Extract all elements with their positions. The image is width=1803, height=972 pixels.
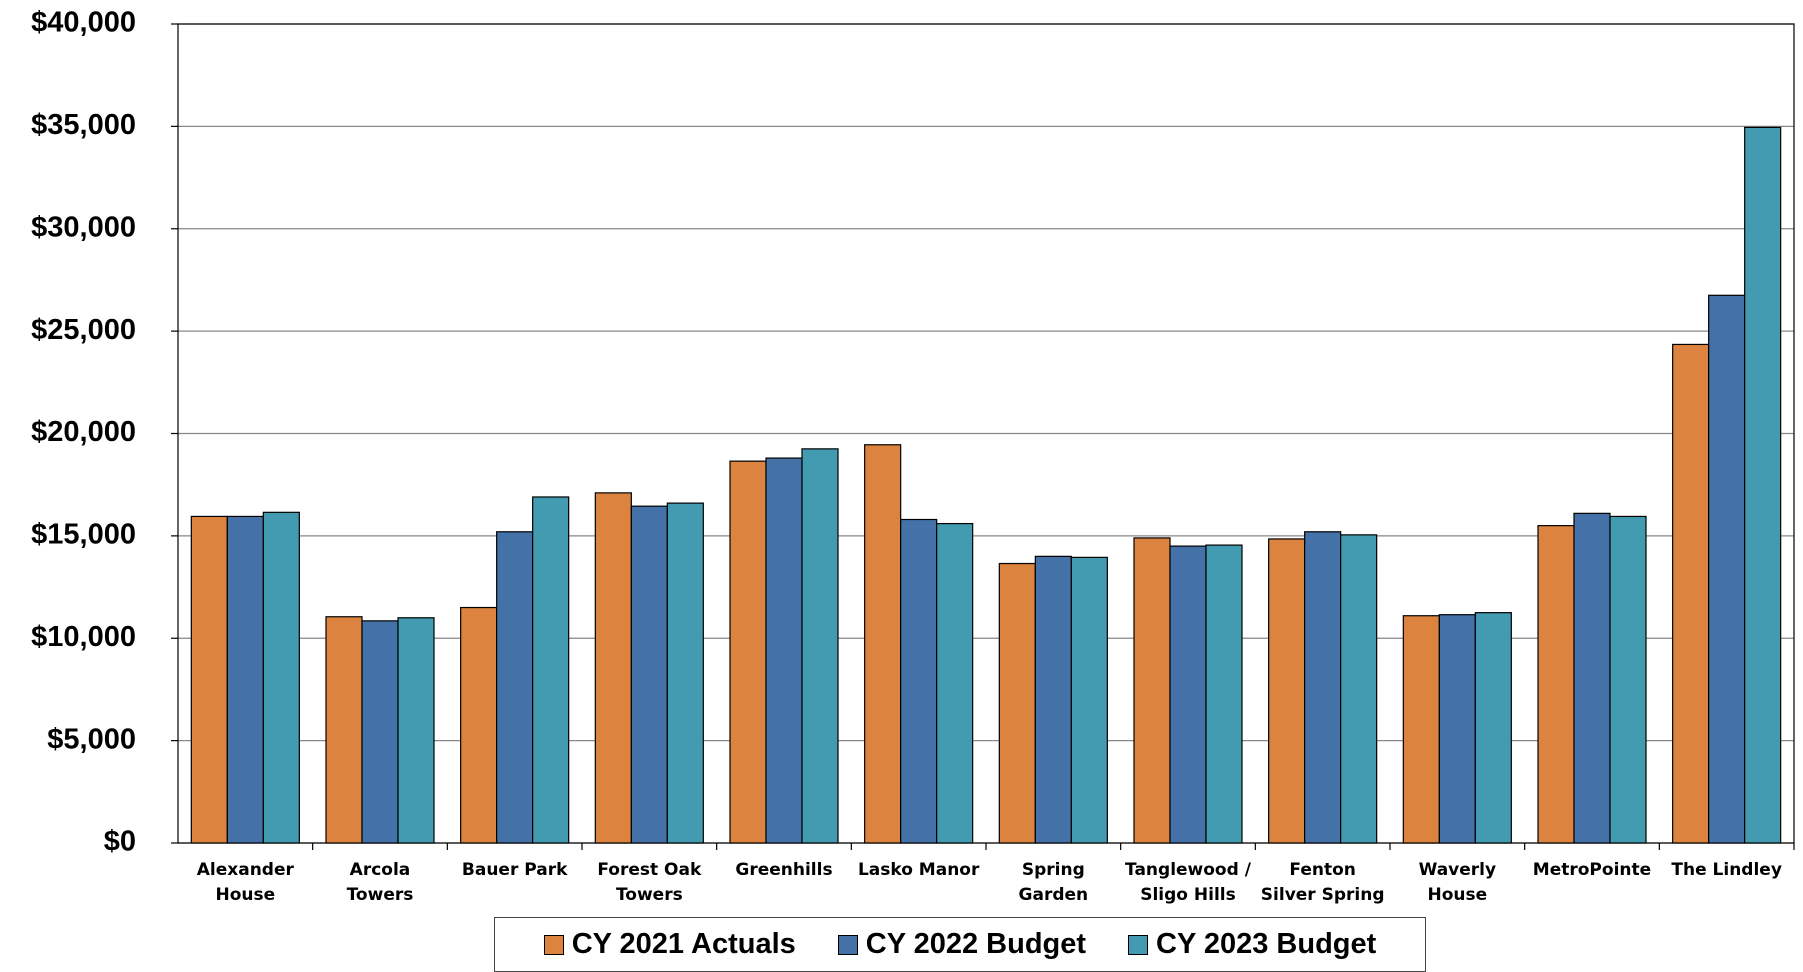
bar <box>1402 615 1440 844</box>
bar <box>1070 556 1108 844</box>
bar <box>532 496 570 844</box>
bar <box>1672 343 1710 844</box>
bar <box>1744 126 1782 844</box>
bar <box>1474 612 1512 844</box>
x-tick-label: Bauer Park <box>461 860 568 880</box>
bar <box>1268 538 1306 844</box>
x-tick-label: Spring Garden <box>1018 860 1089 905</box>
y-tick-label: $35,000 <box>31 109 136 141</box>
bar <box>1205 544 1243 844</box>
bar <box>765 457 803 844</box>
x-tick-label: Forest Oak Towers <box>597 860 702 905</box>
x-tick-label: The Lindley <box>1671 860 1782 880</box>
bar <box>630 505 668 844</box>
x-tick-label: Alexander House <box>196 860 294 905</box>
bar <box>1034 555 1072 844</box>
bar <box>666 502 704 844</box>
bar <box>361 620 399 844</box>
y-tick-label: $5,000 <box>47 723 136 755</box>
legend-label: CY 2021 Actuals <box>571 928 796 960</box>
y-tick-label: $25,000 <box>31 314 136 346</box>
bar <box>1609 515 1647 844</box>
legend-label: CY 2023 Budget <box>1156 928 1377 960</box>
x-tick-label: Tanglewood / Sligo Hills <box>1125 860 1251 905</box>
bar <box>460 606 498 844</box>
y-tick-label: $0 <box>104 826 136 858</box>
bar <box>1340 534 1378 844</box>
x-tick-label: Arcola Towers <box>346 860 414 905</box>
bar <box>998 562 1036 844</box>
x-tick-label: Lasko Manor <box>857 860 980 880</box>
bar <box>1438 614 1476 844</box>
legend: CY 2021 Actuals CY 2022 Budget CY 2023 Bud… <box>494 917 1426 972</box>
legend-item: CY 2021 Actuals <box>543 928 796 961</box>
bar <box>496 531 534 844</box>
bar <box>729 460 767 844</box>
legend-swatch <box>1128 934 1149 955</box>
y-tick-label: $20,000 <box>31 416 136 448</box>
x-tick-label: Fenton Silver Spring <box>1260 860 1385 905</box>
x-tick-label: Greenhills <box>735 860 833 880</box>
bar <box>397 617 435 844</box>
bar <box>1573 512 1611 844</box>
y-tick-label: $15,000 <box>31 519 136 551</box>
bar <box>594 492 632 844</box>
legend-swatch <box>837 934 858 955</box>
y-tick-label: $30,000 <box>31 211 136 243</box>
bar <box>226 515 264 844</box>
chart: $0 $5,000 $10,000 $15,000 $20,000 $25,000 $30,… <box>31 7 1795 858</box>
x-tick-label: Waverly House <box>1418 860 1497 905</box>
bar <box>900 518 938 844</box>
bar <box>1169 545 1207 844</box>
legend-item: CY 2022 Budget <box>837 928 1087 961</box>
bar <box>864 444 902 844</box>
bar <box>936 522 974 844</box>
bar <box>262 511 300 844</box>
bar <box>1708 294 1746 844</box>
bar <box>190 515 228 844</box>
bar <box>1133 537 1171 844</box>
x-tick-label: MetroPointe <box>1532 860 1652 880</box>
bar <box>325 616 363 844</box>
legend-label: CY 2022 Budget <box>865 928 1087 960</box>
y-tick-label: $40,000 <box>31 7 136 39</box>
bar <box>1537 525 1575 844</box>
y-tick-label: $10,000 <box>31 621 136 653</box>
bar <box>1304 531 1342 844</box>
legend-swatch <box>543 934 564 955</box>
bar <box>801 448 839 844</box>
legend-item: CY 2023 Budget <box>1128 928 1376 961</box>
